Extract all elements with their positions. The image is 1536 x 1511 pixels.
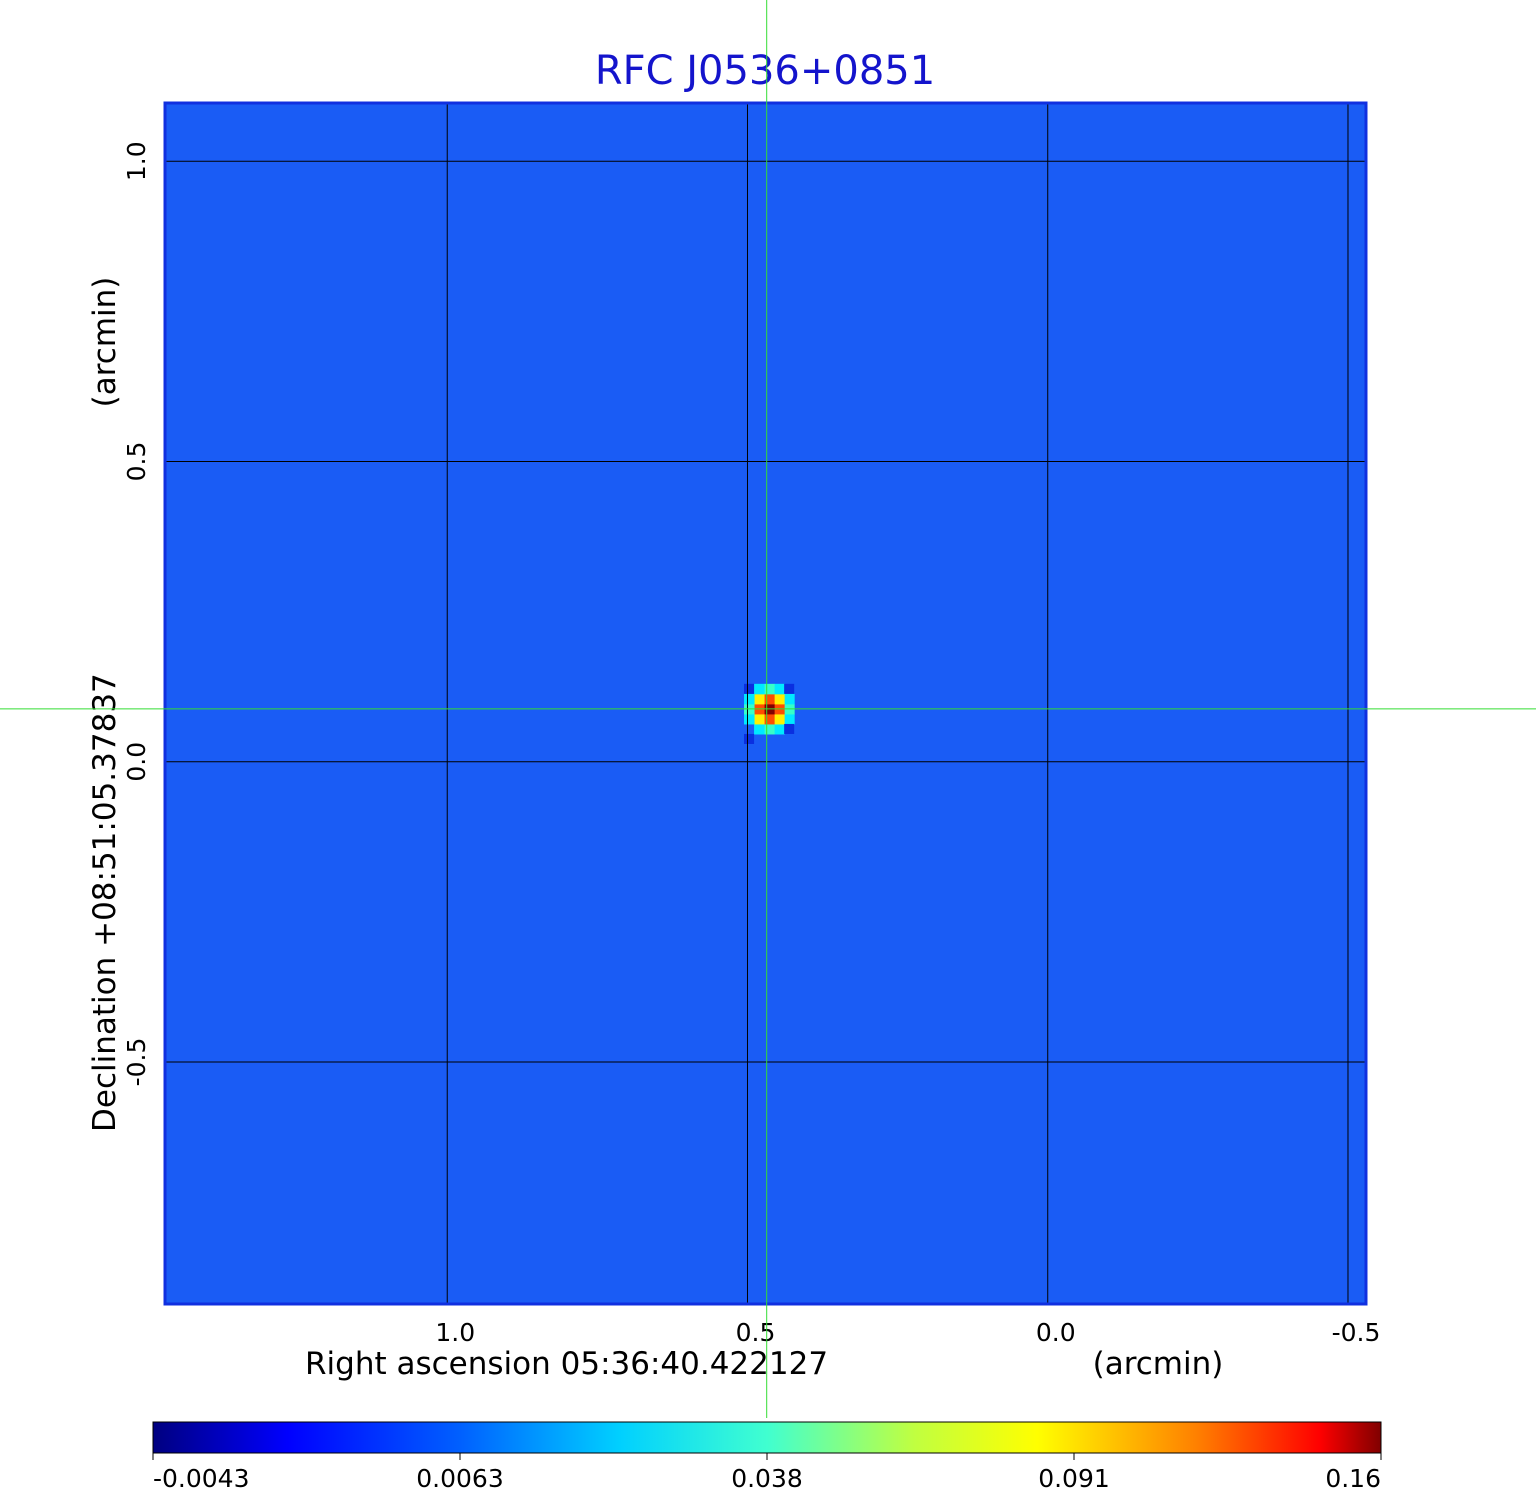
sidelobe-pixel <box>744 683 755 694</box>
source-pixel <box>754 683 765 695</box>
x-tick-label: 0.5 <box>736 1318 776 1347</box>
colorbar-tick-label: 0.0063 <box>416 1464 503 1493</box>
y-tick-label: 0.0 <box>122 742 151 782</box>
source-pixel <box>764 683 775 695</box>
x-tick-labels: 1.0 0.5 0.0 -0.5 <box>435 1318 1380 1347</box>
chart-title: RFC J0536+0851 <box>595 48 935 94</box>
grid-layer <box>165 103 1366 1304</box>
sidelobe-pixel <box>784 683 795 694</box>
image-area <box>165 103 1366 1304</box>
source-pixel <box>754 713 765 725</box>
colorbar-tick-label: 0.091 <box>1038 1464 1110 1493</box>
source-pixel <box>754 723 765 735</box>
colorbar-tick-label: 0.16 <box>1325 1464 1381 1493</box>
source-pixel <box>764 693 775 705</box>
x-axis-unit: (arcmin) <box>1093 1346 1224 1382</box>
y-axis-unit: (arcmin) <box>87 277 123 408</box>
source-pixel <box>744 713 755 725</box>
pixel-layer <box>744 683 795 745</box>
y-axis-label: Declination +08:51:05.37837 <box>87 673 123 1132</box>
x-tick-label: -0.5 <box>1332 1318 1381 1347</box>
sidelobe-pixel <box>784 723 795 734</box>
sidelobe-pixel <box>744 733 755 745</box>
source-pixel <box>764 723 775 735</box>
source-pixel <box>744 693 755 705</box>
plot-frame <box>163 101 1368 1306</box>
source-pixel <box>774 683 785 695</box>
source-pixel <box>784 693 795 705</box>
source-pixel <box>774 723 785 735</box>
x-axis-label: Right ascension 05:36:40.422127 <box>305 1346 828 1382</box>
x-tick-label: 0.0 <box>1036 1318 1076 1347</box>
crosshair <box>0 0 1536 1418</box>
source-pixel <box>774 693 785 705</box>
colorbar-tick-label: -0.0043 <box>153 1464 250 1493</box>
y-tick-label: 0.5 <box>122 442 151 482</box>
source-pixel <box>764 713 775 725</box>
source-pixel <box>784 713 795 725</box>
x-tick-label: 1.0 <box>435 1318 475 1347</box>
colorbar-tick-label: 0.038 <box>731 1464 803 1493</box>
source-pixel <box>774 713 785 725</box>
colorbar <box>152 1421 1382 1454</box>
source-pixel <box>754 693 765 705</box>
y-tick-labels: 1.0 0.5 0.0 -0.5 <box>122 141 151 1086</box>
y-tick-label: -0.5 <box>122 1038 151 1087</box>
colorbar-tick-labels: -0.0043 0.0063 0.038 0.091 0.16 <box>152 1453 1382 1493</box>
y-tick-label: 1.0 <box>122 141 151 181</box>
